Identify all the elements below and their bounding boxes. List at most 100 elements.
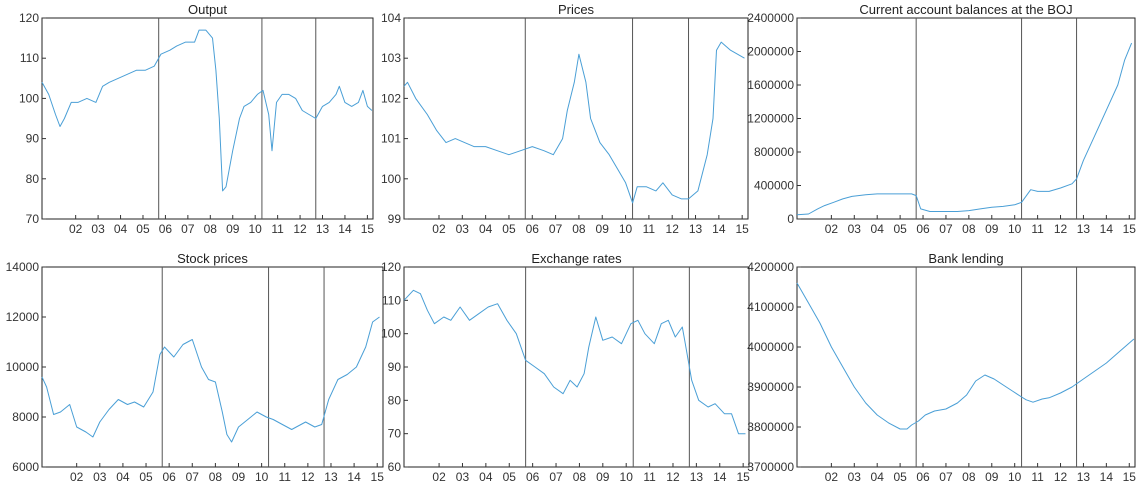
x-tick-label: 02 (70, 470, 84, 484)
x-tick-label: 12 (1054, 470, 1068, 484)
x-tick-label: 09 (596, 470, 610, 484)
y-tick-label: 3900000 (747, 380, 794, 394)
y-tick-label: 2000000 (747, 45, 794, 59)
x-tick-label: 07 (549, 222, 563, 236)
x-tick-label: 03 (456, 222, 470, 236)
x-tick-label: 12 (1054, 222, 1068, 236)
x-tick-label: 05 (502, 222, 516, 236)
x-tick-label: 13 (1077, 222, 1091, 236)
x-tick-label: 05 (893, 222, 907, 236)
x-tick-label: 04 (479, 470, 493, 484)
x-tick-label: 03 (93, 470, 107, 484)
y-tick-label: 120 (381, 260, 401, 274)
panel-title: Current account balances at the BOJ (859, 2, 1072, 17)
x-tick-label: 04 (871, 470, 885, 484)
x-tick-label: 13 (316, 222, 330, 236)
x-tick-label: 07 (939, 470, 953, 484)
x-tick-label: 10 (1008, 222, 1022, 236)
x-tick-label: 13 (1077, 470, 1091, 484)
x-tick-label: 06 (916, 222, 930, 236)
x-tick-label: 15 (735, 222, 749, 236)
x-tick-label: 09 (985, 470, 999, 484)
panel-title: Stock prices (177, 251, 248, 266)
y-tick-label: 90 (26, 132, 40, 146)
x-tick-label: 13 (690, 470, 704, 484)
y-tick-label: 800000 (754, 145, 794, 159)
x-tick-label: 13 (689, 222, 703, 236)
plot-frame (403, 17, 749, 220)
y-tick-label: 90 (388, 360, 402, 374)
x-tick-label: 14 (347, 470, 361, 484)
series-line (403, 41, 745, 204)
x-tick-label: 02 (432, 470, 446, 484)
x-tick-label: 11 (643, 222, 656, 236)
y-tick-label: 4200000 (747, 260, 794, 274)
x-tick-label: 12 (293, 222, 307, 236)
x-tick-label: 15 (1123, 222, 1137, 236)
x-tick-label: 10 (249, 222, 263, 236)
y-tick-label: 80 (388, 393, 402, 407)
y-tick-label: 110 (20, 51, 39, 65)
x-tick-label: 07 (549, 470, 563, 484)
y-tick-label: 1200000 (747, 112, 794, 126)
x-tick-label: 06 (159, 222, 173, 236)
y-tick-label: 100 (19, 91, 39, 105)
x-tick-label: 04 (871, 222, 885, 236)
x-tick-label: 02 (69, 222, 83, 236)
y-tick-label: 1600000 (747, 78, 794, 92)
y-tick-label: 110 (382, 293, 401, 307)
panel-0: Output 70 80 90 100 110 120 02 03 04 05 06 07 08 09 10 1… (19, 2, 374, 236)
series-line (41, 316, 380, 443)
y-tick-label: 400000 (754, 179, 794, 193)
plot-frame (403, 266, 750, 468)
panel-3: Stock prices 6000 8000 10000 12000 14000 02 03 0… (6, 251, 385, 484)
x-tick-label: 09 (596, 222, 610, 236)
x-tick-label: 07 (939, 222, 953, 236)
y-tick-label: 80 (26, 172, 40, 186)
x-tick-label: 05 (136, 222, 150, 236)
x-tick-label: 11 (1031, 470, 1044, 484)
x-tick-label: 14 (1100, 470, 1114, 484)
y-tick-label: 101 (381, 132, 401, 146)
panel-title: Output (188, 2, 227, 17)
x-tick-label: 08 (962, 470, 976, 484)
x-tick-label: 14 (712, 222, 726, 236)
series-line (403, 289, 746, 435)
plot-frame (796, 17, 1136, 220)
y-tick-label: 60 (388, 460, 402, 474)
x-tick-label: 05 (503, 470, 517, 484)
panel-2: Current account balances at the BOJ 0 4000… (747, 2, 1136, 236)
x-tick-label: 03 (848, 222, 862, 236)
x-tick-label: 11 (279, 470, 292, 484)
y-tick-label: 3700000 (747, 460, 794, 474)
x-tick-label: 14 (1100, 222, 1114, 236)
plot-frame (41, 17, 374, 220)
x-tick-label: 08 (572, 222, 586, 236)
x-tick-label: 05 (139, 470, 153, 484)
y-tick-label: 100 (381, 172, 401, 186)
series-line (796, 42, 1133, 216)
y-tick-label: 104 (381, 11, 401, 25)
x-tick-label: 13 (324, 470, 338, 484)
x-tick-label: 02 (825, 470, 839, 484)
panel-title: Prices (558, 2, 595, 17)
y-tick-label: 70 (26, 212, 40, 226)
x-tick-label: 12 (666, 222, 680, 236)
x-tick-label: 11 (271, 222, 284, 236)
x-tick-label: 15 (371, 470, 385, 484)
x-tick-label: 09 (226, 222, 240, 236)
x-tick-label: 03 (456, 470, 470, 484)
x-tick-label: 06 (162, 470, 176, 484)
panel-4: Exchange rates 60 70 80 90 100 110 120 02 03 04 05 0… (381, 251, 750, 484)
x-tick-label: 06 (526, 222, 540, 236)
y-tick-label: 120 (19, 11, 39, 25)
y-tick-label: 14000 (6, 260, 40, 274)
x-tick-label: 06 (526, 470, 540, 484)
x-tick-label: 14 (713, 470, 727, 484)
y-tick-label: 103 (381, 51, 401, 65)
y-tick-label: 2400000 (747, 11, 794, 25)
y-tick-label: 100 (381, 327, 401, 341)
panel-title: Exchange rates (531, 251, 622, 266)
x-tick-label: 09 (232, 470, 246, 484)
